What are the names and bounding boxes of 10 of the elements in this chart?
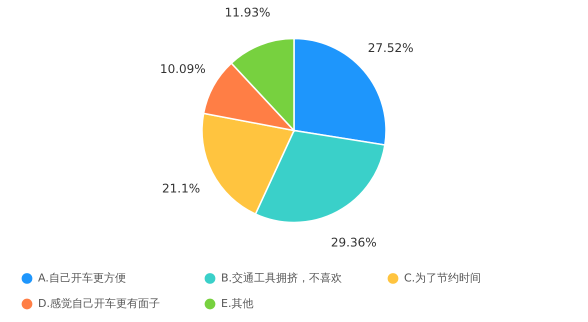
legend-label: B.交通工具拥挤，不喜欢 [221,271,342,284]
data-label: 10.09% [160,62,206,76]
data-label: 27.52% [368,41,414,56]
legend-label: E.其他 [221,297,254,310]
data-label: 29.36% [330,236,377,250]
data-label: 21.1% [162,182,200,196]
legend-label: D.感觉自己开车更有面子 [38,297,160,310]
data-label: 11.93% [224,5,270,20]
legend-label: C.为了节约时间 [404,271,482,284]
legend-label: A.自己开车更方便 [38,271,126,284]
